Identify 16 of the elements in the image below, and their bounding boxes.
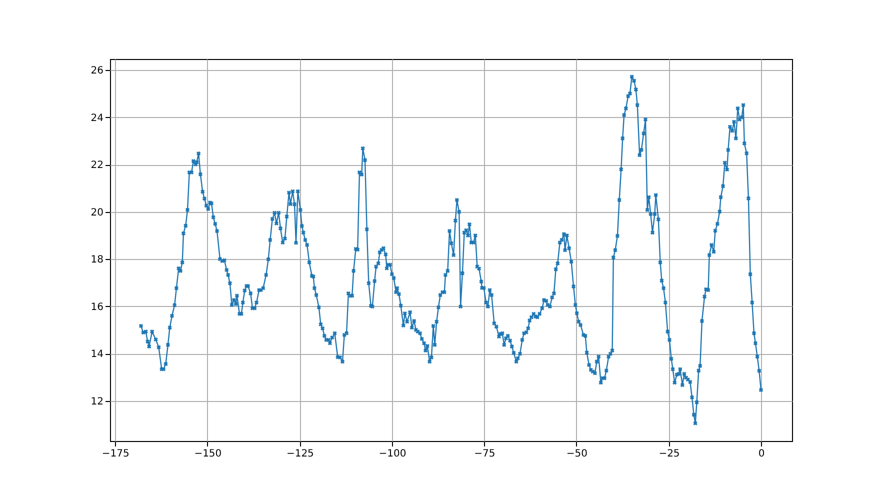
y-tick-label: 20 (90, 207, 104, 218)
y-tick-label: 12 (90, 396, 104, 408)
y-tick-label: 16 (90, 302, 104, 313)
x-tick-label: −100 (378, 448, 406, 460)
y-tick-label: 24 (90, 112, 104, 124)
x-tick-label: 0 (758, 448, 765, 460)
x-tick-label: −25 (658, 448, 680, 460)
x-tick-label: −50 (566, 448, 588, 460)
y-tick-label: 22 (90, 160, 104, 172)
y-tick-label: 18 (90, 254, 104, 266)
y-tick-label: 14 (90, 349, 104, 360)
x-tick-label: −125 (286, 448, 314, 460)
x-tick-label: −75 (474, 448, 496, 460)
x-tick-label: −150 (194, 448, 222, 460)
y-tick-label: 26 (90, 66, 104, 77)
x-tick-label: −175 (102, 448, 130, 460)
